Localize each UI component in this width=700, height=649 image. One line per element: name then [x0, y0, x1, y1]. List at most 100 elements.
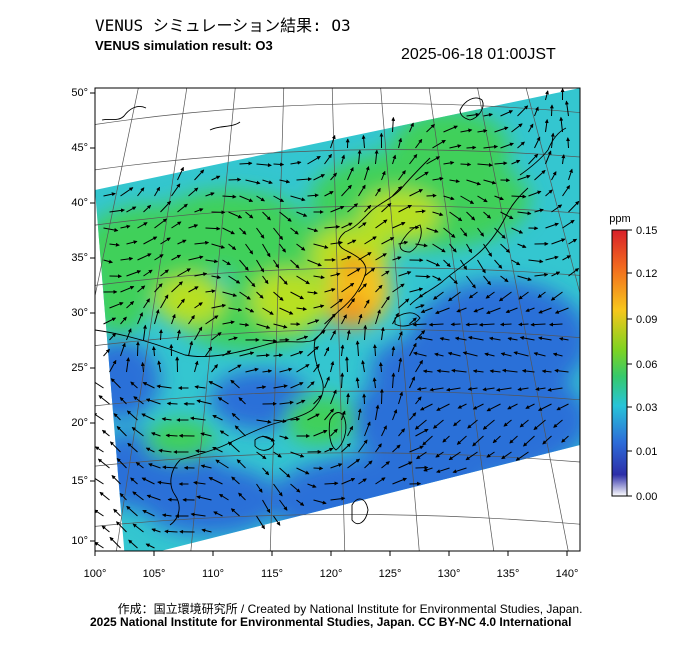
- wind-arrow: [160, 294, 169, 309]
- lat-line: [95, 452, 580, 467]
- wind-arrow: [190, 416, 206, 421]
- wind-arrow: [296, 243, 306, 251]
- wind-arrow: [347, 203, 359, 213]
- wind-arrow: [279, 499, 288, 511]
- wind-arrow: [279, 435, 289, 440]
- wind-arrow: [190, 512, 206, 517]
- wind-arrow: [372, 377, 377, 389]
- wind-arrow: [534, 136, 541, 149]
- wind-arrow: [375, 443, 382, 453]
- wind-arrow: [381, 170, 386, 181]
- wind-arrow: [109, 302, 124, 309]
- wind-arrow: [498, 291, 512, 302]
- wind-arrow: [432, 419, 444, 429]
- wind-arrow: [364, 299, 370, 309]
- wind-arrow: [375, 219, 388, 229]
- wind-arrow: [545, 90, 549, 101]
- wind-arrow: [256, 419, 272, 424]
- wind-arrow: [330, 172, 337, 181]
- wind-arrow: [290, 451, 305, 458]
- wind-arrow: [239, 161, 253, 166]
- lon-line: [116, 88, 188, 551]
- wind-arrow: [347, 239, 357, 245]
- wind-arrow: [130, 381, 138, 389]
- wind-arrow: [126, 410, 138, 421]
- wind-arrow: [541, 369, 552, 374]
- wind-arrow: [236, 459, 246, 469]
- wind-arrow: [561, 435, 569, 443]
- wind-arrow: [273, 419, 287, 424]
- wind-arrow: [564, 100, 569, 117]
- wind-arrow: [415, 396, 422, 405]
- wind-arrow: [568, 168, 573, 181]
- wind-arrow: [290, 417, 301, 422]
- wind-arrow: [392, 409, 398, 421]
- lon-label: 115°: [261, 568, 283, 580]
- wind-arrow: [528, 259, 544, 264]
- wind-arrow: [113, 508, 121, 517]
- lat-line: [95, 514, 580, 527]
- wind-arrow: [415, 465, 429, 470]
- wind-arrow: [392, 444, 401, 453]
- wind-arrow: [511, 259, 521, 266]
- wind-arrow: [324, 376, 330, 389]
- lat-label: 35°: [71, 252, 88, 264]
- wind-arrow: [145, 398, 161, 405]
- wind-arrow: [432, 211, 444, 217]
- wind-arrow: [409, 153, 418, 165]
- wind-arrow: [205, 226, 221, 231]
- field-patch-elevated: [155, 275, 225, 325]
- wind-arrow: [279, 275, 288, 285]
- wind-arrow: [432, 275, 442, 281]
- wind-arrow: [415, 209, 426, 214]
- wind-arrow: [330, 360, 335, 373]
- wind-arrow: [519, 336, 535, 341]
- wind-arrow: [562, 185, 571, 197]
- wind-arrow: [126, 270, 142, 277]
- wind-arrow: [137, 187, 145, 197]
- wind-arrow: [517, 275, 532, 281]
- wind-arrow: [208, 381, 223, 389]
- wind-arrow: [239, 259, 249, 271]
- wind-arrow: [313, 304, 325, 309]
- colorbar-gradient: [611, 229, 628, 497]
- wind-arrow: [500, 243, 510, 253]
- wind-arrow: [375, 404, 380, 421]
- wind-arrow: [517, 243, 527, 249]
- wind-arrow: [330, 496, 346, 501]
- wind-arrow: [296, 335, 309, 341]
- wind-arrow: [551, 204, 563, 213]
- wind-arrow: [256, 163, 272, 168]
- wind-arrow: [156, 384, 172, 389]
- wind-arrow: [501, 451, 512, 460]
- wind-arrow: [211, 364, 218, 373]
- wind-arrow: [256, 291, 264, 299]
- wind-arrow: [143, 298, 150, 309]
- wind-arrow: [358, 313, 363, 325]
- lat-label: 20°: [71, 417, 88, 429]
- wind-arrow: [364, 236, 377, 245]
- wind-arrow: [347, 425, 354, 437]
- wind-arrow: [131, 426, 144, 437]
- wind-arrow: [161, 513, 172, 518]
- wind-arrow: [478, 322, 495, 327]
- wind-arrow: [432, 176, 444, 181]
- wind-arrow: [324, 408, 335, 421]
- wind-arrow: [307, 319, 320, 325]
- wind-arrow: [535, 387, 546, 391]
- wind-arrow: [374, 149, 379, 165]
- wind-arrow: [330, 240, 343, 245]
- wind-arrow: [330, 134, 336, 149]
- wind-arrow: [379, 388, 384, 405]
- wind-arrow: [347, 458, 361, 469]
- wind-arrow: [466, 145, 477, 150]
- field-patch-low: [370, 335, 490, 405]
- wind-arrow: [507, 403, 518, 410]
- wind-arrow: [502, 368, 518, 373]
- wind-arrow: [211, 332, 222, 341]
- wind-arrow: [196, 495, 212, 501]
- wind-arrow: [222, 320, 235, 325]
- wind-arrow: [448, 291, 461, 302]
- wind-arrow: [415, 304, 425, 309]
- wind-arrow: [460, 195, 475, 204]
